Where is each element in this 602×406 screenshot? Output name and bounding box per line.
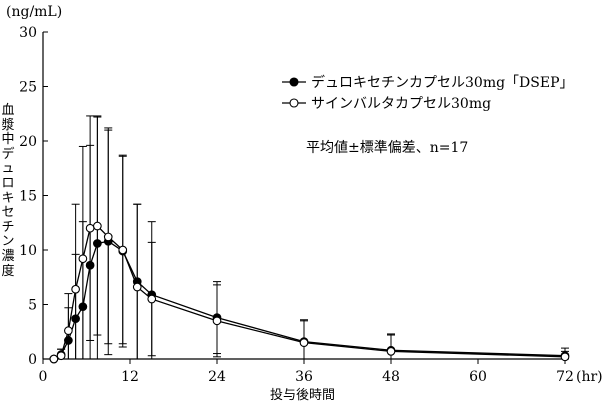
y-tick-label: 15 bbox=[19, 189, 37, 205]
data-point-2 bbox=[147, 294, 157, 304]
y-axis-unit: (ng/mL) bbox=[6, 4, 63, 20]
x-tick-label: 0 bbox=[39, 369, 48, 385]
series-line-1 bbox=[53, 240, 566, 360]
data-point-2 bbox=[93, 221, 102, 231]
data-point-1 bbox=[93, 239, 102, 248]
data-point-2 bbox=[386, 347, 396, 356]
data-point-2 bbox=[56, 351, 66, 361]
data-point-2 bbox=[103, 232, 113, 242]
data-point-2 bbox=[299, 338, 309, 348]
series-lines bbox=[53, 225, 566, 360]
x-tick-label: 48 bbox=[382, 369, 400, 385]
x-tick-label: 24 bbox=[208, 369, 226, 385]
stats-annotation: 平均値±標準偏差、n=17 bbox=[306, 140, 468, 156]
x-tick-label: 72 bbox=[556, 369, 574, 385]
data-point-2 bbox=[64, 326, 73, 336]
data-point-2 bbox=[118, 245, 128, 255]
data-point-1 bbox=[78, 302, 88, 312]
y-tick-label: 5 bbox=[28, 298, 37, 314]
axes: 0 5 10 15 20 25 30 0 12 24 36 48 60 72 (hr) bbox=[19, 25, 602, 385]
legend-marker-1 bbox=[289, 77, 299, 87]
x-axis-unit: (hr) bbox=[576, 369, 602, 385]
legend: デュロキセチンカプセル30mg「DSEP」サインバルタカプセル30mg bbox=[282, 74, 574, 112]
legend-label-1: デュロキセチンカプセル30mg「DSEP」 bbox=[311, 74, 574, 91]
y-tick-label: 0 bbox=[28, 352, 37, 368]
data-point-2 bbox=[71, 284, 80, 294]
x-tick-label: 36 bbox=[295, 369, 313, 385]
y-axis-label: 血漿中デュロキセチン濃度 bbox=[1, 103, 15, 279]
data-point-2 bbox=[212, 316, 222, 326]
y-tick-label: 25 bbox=[19, 80, 37, 96]
data-point-2 bbox=[132, 282, 142, 292]
legend-marker-2 bbox=[289, 98, 299, 108]
data-points bbox=[49, 221, 570, 364]
y-tick-label: 10 bbox=[19, 243, 37, 259]
series-line-2 bbox=[53, 225, 566, 360]
data-point-1 bbox=[71, 314, 80, 324]
y-tick-label: 20 bbox=[19, 134, 37, 150]
y-tick-label: 30 bbox=[19, 25, 37, 41]
data-point-2 bbox=[49, 354, 59, 364]
data-point-2 bbox=[560, 352, 570, 362]
legend-label-2: サインバルタカプセル30mg bbox=[311, 96, 491, 112]
data-point-2 bbox=[85, 223, 95, 233]
data-point-2 bbox=[78, 254, 88, 264]
x-axis-label: 投与後時間 bbox=[270, 388, 336, 403]
x-tick-label: 60 bbox=[469, 369, 487, 385]
data-point-1 bbox=[85, 260, 95, 270]
data-point-1 bbox=[64, 336, 73, 345]
x-tick-label: 12 bbox=[121, 369, 139, 385]
